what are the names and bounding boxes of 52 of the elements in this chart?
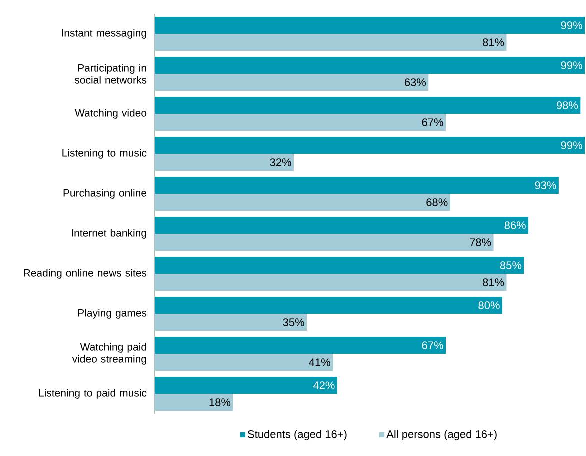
data-label: 63%	[404, 78, 426, 86]
data-label: 68%	[426, 198, 448, 206]
data-label: 85%	[500, 262, 522, 270]
data-label: 35%	[283, 318, 304, 326]
data-label: 99%	[561, 22, 582, 30]
bar	[155, 394, 234, 412]
bar	[155, 17, 585, 34]
data-label: 67%	[422, 342, 444, 350]
bar	[155, 354, 334, 372]
bar	[155, 274, 507, 292]
data-label: 42%	[313, 382, 335, 390]
y-tick-label: Internet banking	[72, 229, 146, 239]
data-label: 80%	[478, 302, 500, 310]
data-label: 93%	[535, 182, 556, 190]
bar	[155, 177, 559, 194]
y-tick-label: Listening to paid music	[39, 389, 147, 399]
data-label: 81%	[483, 278, 504, 286]
y-tick-label: Instant messaging	[62, 29, 146, 39]
bar	[155, 154, 294, 172]
data-label: 81%	[483, 38, 504, 46]
data-label: 98%	[556, 102, 578, 110]
y-tick-label: Playing games	[78, 309, 147, 319]
bar	[155, 97, 581, 114]
bar	[155, 314, 308, 332]
y-tick-label: Watching video	[75, 109, 147, 119]
bar	[155, 137, 585, 154]
bar	[155, 114, 446, 132]
bar	[155, 257, 524, 274]
bar	[155, 297, 502, 314]
data-label: 86%	[504, 222, 526, 230]
bar	[155, 234, 494, 252]
data-label: 99%	[561, 62, 582, 70]
y-tick-label: Watching paid video streaming	[72, 343, 146, 365]
data-label: 78%	[470, 238, 492, 246]
data-label: 99%	[561, 142, 582, 150]
bar	[155, 57, 585, 74]
data-label: 18%	[210, 398, 231, 406]
legend-label: All persons (aged 16+)	[386, 430, 497, 440]
y-tick-label: Participating in social networks	[74, 64, 147, 84]
bar	[155, 194, 450, 212]
y-tick-label: Listening to music	[62, 149, 147, 159]
bar	[155, 217, 529, 234]
bar	[155, 34, 507, 52]
data-label: 32%	[270, 158, 292, 166]
data-label: 41%	[309, 358, 330, 366]
bar	[155, 74, 429, 92]
y-tick-label: Reading online news sites	[24, 269, 147, 279]
bar	[155, 337, 446, 354]
y-tick-label: Purchasing online	[64, 189, 147, 199]
legend-label: Students (aged 16+)	[248, 430, 347, 440]
data-label: 67%	[422, 118, 444, 126]
bar	[155, 377, 338, 394]
